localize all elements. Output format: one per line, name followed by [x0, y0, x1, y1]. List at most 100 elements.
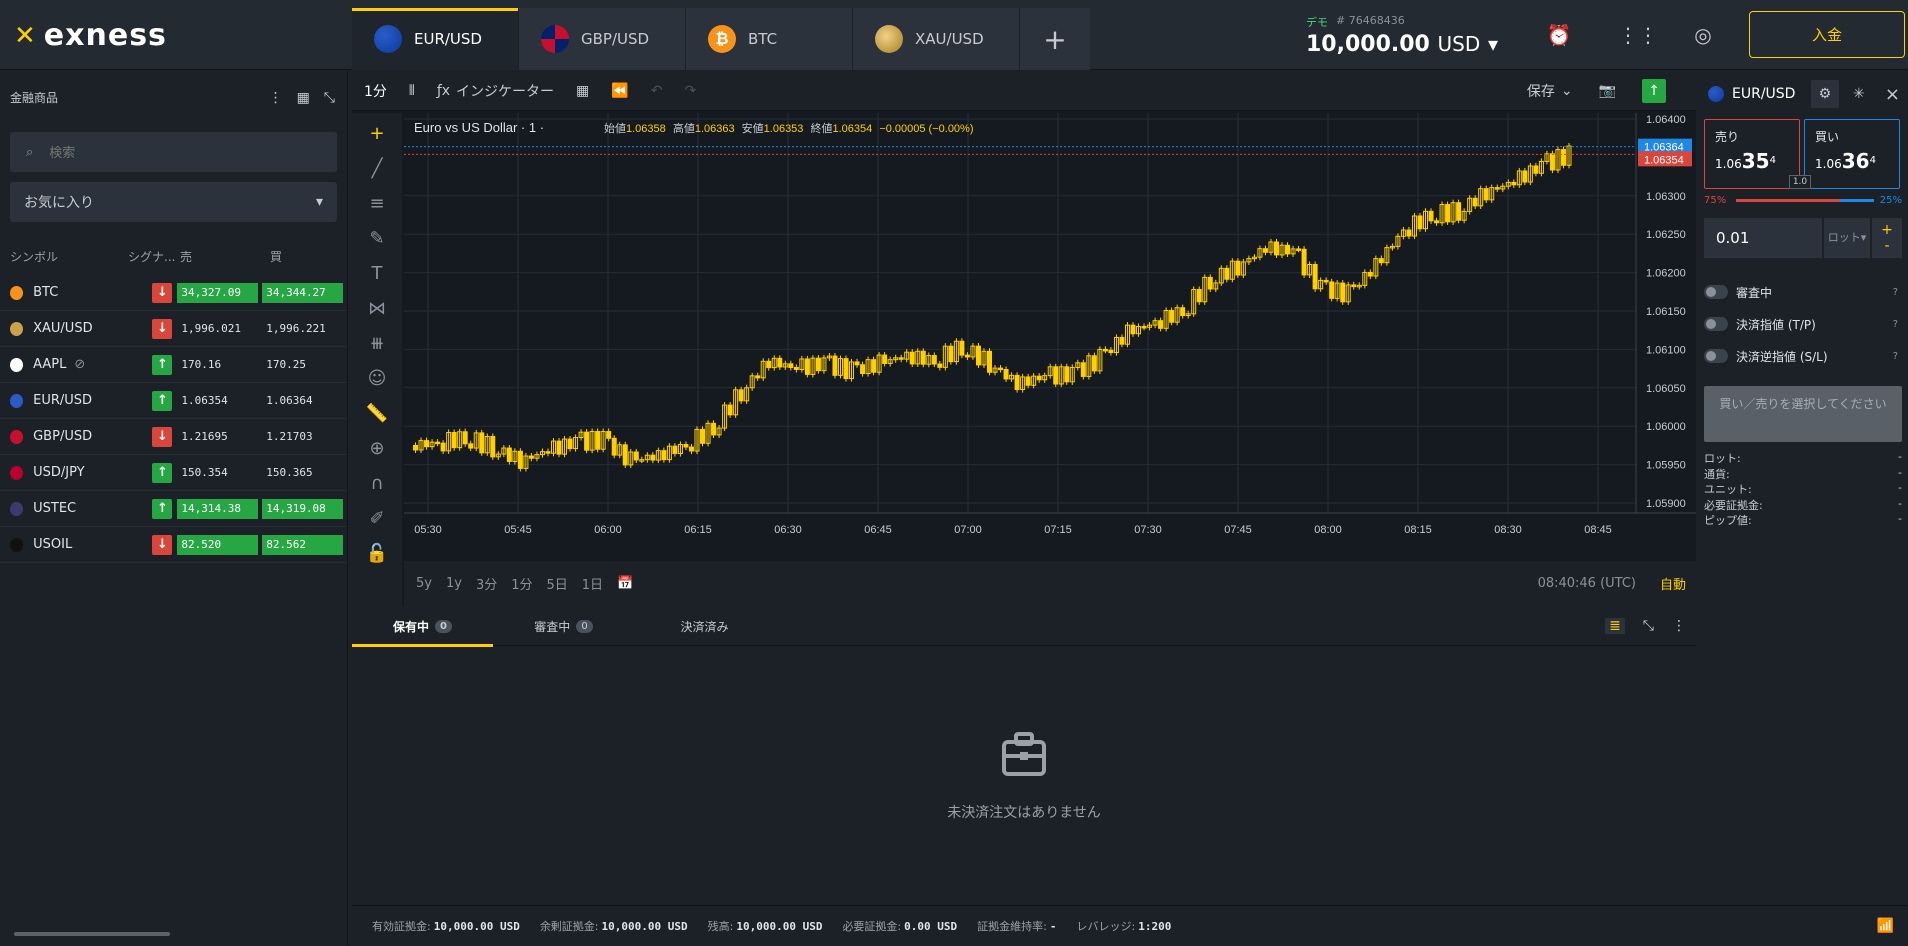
- interval-button[interactable]: 1分: [364, 83, 387, 100]
- tab-btc[interactable]: ₿ BTC: [686, 8, 853, 70]
- replay-icon[interactable]: ⏪: [611, 82, 629, 99]
- arrow-down-icon[interactable]: ↓: [152, 426, 173, 447]
- buy-price[interactable]: 170.25: [266, 357, 306, 371]
- tab-gbpusd[interactable]: GBP/USD: [519, 8, 686, 70]
- help-icon[interactable]: ?: [1892, 318, 1898, 330]
- range-1y[interactable]: 1y: [445, 576, 462, 591]
- zoom-in-icon[interactable]: ⊕: [369, 438, 385, 459]
- help-icon[interactable]: ?: [1892, 286, 1898, 298]
- arrow-down-icon[interactable]: ↓: [152, 282, 173, 303]
- pending-toggle-row[interactable]: 審査中 ?: [1704, 276, 1902, 308]
- arrow-up-icon[interactable]: ↑: [152, 390, 173, 411]
- layout-icon[interactable]: ▦: [576, 82, 590, 99]
- crosshair-icon[interactable]: +: [369, 123, 385, 144]
- sell-price[interactable]: 1.06354: [181, 393, 228, 407]
- buy-price[interactable]: 82.562: [262, 534, 343, 555]
- range-5y[interactable]: 5y: [416, 576, 432, 591]
- take-profit-toggle-row[interactable]: 決済指値 (T/P) ?: [1704, 308, 1902, 340]
- buy-price[interactable]: 1.06364: [266, 393, 313, 407]
- range-3m[interactable]: 3分: [475, 578, 498, 593]
- minus-icon[interactable]: -: [1884, 238, 1890, 254]
- buy-price[interactable]: 14,319.08: [262, 498, 343, 519]
- add-tab-button[interactable]: +: [1020, 8, 1090, 70]
- apps-grid-icon[interactable]: ⋮⋮: [1618, 23, 1658, 47]
- sell-price[interactable]: 1.21695: [181, 429, 228, 443]
- emoji-icon[interactable]: ☺: [367, 368, 387, 389]
- range-1d[interactable]: 1日: [581, 578, 604, 593]
- buy-price[interactable]: 150.365: [266, 465, 313, 479]
- one-click-icon[interactable]: ✳: [1853, 86, 1865, 102]
- tab-open-positions[interactable]: 保有中 0: [352, 608, 493, 647]
- group-view-icon[interactable]: ≣: [1605, 618, 1625, 634]
- lot-unit-dropdown[interactable]: ロット ▾: [1824, 218, 1870, 258]
- symbol-row[interactable]: USD/JPY ↑ 150.354 150.365: [0, 455, 347, 491]
- sell-price[interactable]: 150.354: [181, 465, 228, 479]
- price-chart[interactable]: 1.06400 1.06300 1.06250 1.06200 1.06150 1.061…: [404, 113, 1696, 561]
- grid-view-icon[interactable]: ▦: [296, 89, 310, 106]
- ruler-icon[interactable]: 📏: [365, 403, 389, 424]
- fib-icon[interactable]: ⧻: [369, 333, 385, 354]
- horizontal-lines-icon[interactable]: ≡: [369, 193, 385, 214]
- symbol-row[interactable]: XAU/USD ↓ 1,996.021 1,996.221: [0, 311, 347, 347]
- candle-type-icon[interactable]: ⫴: [408, 82, 415, 99]
- sell-price[interactable]: 34,327.09: [177, 282, 259, 303]
- lot-stepper[interactable]: + -: [1872, 218, 1902, 258]
- buy-price[interactable]: 1.21703: [266, 429, 313, 443]
- tab-xauusd[interactable]: XAU/USD: [853, 8, 1020, 70]
- text-icon[interactable]: T: [371, 263, 383, 284]
- symbol-row[interactable]: EUR/USD ↑ 1.06354 1.06364: [0, 383, 347, 419]
- alarm-clock-icon[interactable]: ⏰: [1546, 23, 1572, 47]
- symbol-row[interactable]: AAPL ⊘ ↑ 170.16 170.25: [0, 347, 347, 383]
- unlock-icon[interactable]: 🔓: [365, 543, 389, 564]
- buy-price[interactable]: 34,344.27: [262, 282, 343, 303]
- auto-scale-button[interactable]: 自動: [1659, 578, 1686, 593]
- arrow-up-icon[interactable]: ↑: [152, 498, 173, 519]
- sell-price[interactable]: 1,996.021: [181, 321, 242, 335]
- arrow-up-icon[interactable]: ↑: [152, 354, 173, 375]
- expand-icon[interactable]: ⤡: [1642, 618, 1654, 634]
- place-order-button[interactable]: 買い／売りを選択してください: [1704, 386, 1902, 442]
- account-info[interactable]: デモ # 76468436 10,000.00 USD ▾: [1306, 14, 1498, 57]
- help-icon[interactable]: ?: [1892, 350, 1898, 362]
- scrollbar[interactable]: [14, 932, 170, 936]
- camera-icon[interactable]: 📷: [1598, 83, 1616, 99]
- trend-line-icon[interactable]: ╱: [371, 158, 383, 179]
- lock-drawing-icon[interactable]: ✐: [369, 508, 385, 529]
- sell-price[interactable]: 170.16: [181, 357, 222, 371]
- sell-button[interactable]: 売り 1.06354: [1704, 119, 1800, 189]
- range-5d[interactable]: 5日: [546, 578, 568, 593]
- sell-price[interactable]: 82.520: [177, 534, 259, 555]
- undo-icon[interactable]: ↶: [650, 82, 663, 99]
- more-vertical-icon[interactable]: ⋮: [1672, 618, 1686, 634]
- symbol-row[interactable]: USTEC ↑ 14,314.38 14,319.08: [0, 491, 347, 527]
- col-sell[interactable]: 売: [180, 250, 193, 264]
- col-buy[interactable]: 買: [270, 250, 283, 264]
- order-settings-icon[interactable]: ⚙: [1810, 80, 1839, 108]
- pattern-icon[interactable]: ⋈: [368, 298, 386, 319]
- arrow-up-icon[interactable]: ↑: [152, 462, 173, 483]
- symbol-row[interactable]: BTC ↓ 34,327.09 34,344.27: [0, 275, 347, 311]
- deposit-button[interactable]: 入金: [1749, 11, 1905, 58]
- buy-button[interactable]: 買い 1.06364: [1804, 119, 1900, 189]
- publish-icon[interactable]: ↑: [1642, 79, 1666, 103]
- symbol-row[interactable]: GBP/USD ↓ 1.21695 1.21703: [0, 419, 347, 455]
- col-signal[interactable]: シグナ...: [128, 250, 176, 264]
- brush-icon[interactable]: ✎: [369, 228, 385, 249]
- magnet-icon[interactable]: ∩: [370, 473, 384, 494]
- more-vertical-icon[interactable]: ⋮: [268, 89, 283, 106]
- save-button[interactable]: 保存 ⌄: [1527, 81, 1573, 101]
- take-profit-toggle[interactable]: [1704, 317, 1728, 331]
- indicators-button[interactable]: ƒx インジケーター: [437, 81, 554, 101]
- lot-input[interactable]: 0.01: [1704, 218, 1822, 258]
- search-box[interactable]: ⌕: [10, 132, 337, 172]
- user-profile-icon[interactable]: ◎: [1694, 23, 1712, 47]
- search-input[interactable]: [49, 144, 300, 160]
- favorites-dropdown[interactable]: お気に入り ▾: [10, 182, 337, 222]
- symbol-row[interactable]: USOIL ↓ 82.520 82.562: [0, 527, 347, 563]
- pending-toggle[interactable]: [1704, 285, 1728, 299]
- collapse-icon[interactable]: ⤡: [323, 89, 335, 106]
- buy-price[interactable]: 1,996.221: [266, 321, 326, 335]
- tab-eurusd[interactable]: EUR/USD: [352, 8, 519, 70]
- plus-icon[interactable]: +: [1881, 222, 1893, 238]
- redo-icon[interactable]: ↷: [684, 82, 697, 99]
